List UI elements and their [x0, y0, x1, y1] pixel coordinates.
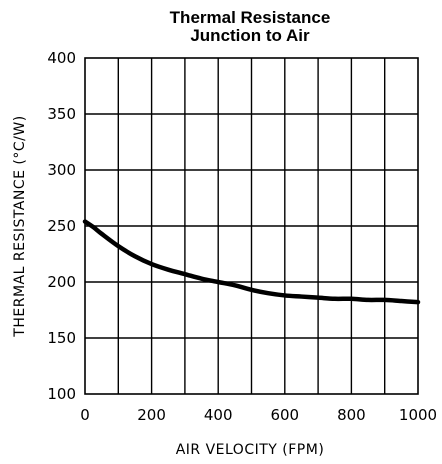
- x-tick-labels: 0 200 400 600 800 1000: [80, 406, 437, 424]
- x-tick-label: 600: [270, 406, 299, 424]
- y-tick-label: 150: [47, 329, 76, 347]
- y-tick-labels: 100 150 200 250 300 350 400: [47, 49, 76, 403]
- thermal-resistance-curve: [82, 219, 421, 305]
- y-axis-label: THERMAL RESISTANCE (°C/W): [12, 115, 28, 337]
- x-tick-label: 200: [137, 406, 166, 424]
- chart-title: Thermal Resistance: [170, 8, 331, 27]
- grid-lines: [85, 58, 418, 394]
- x-tick-label: 800: [337, 406, 366, 424]
- y-tick-label: 400: [47, 49, 76, 67]
- y-tick-label: 350: [47, 105, 76, 123]
- x-axis-label: AIR VELOCITY (FPM): [176, 442, 325, 458]
- x-tick-label: 1000: [399, 406, 437, 424]
- x-tick-label: 0: [80, 406, 90, 424]
- x-tick-label: 400: [204, 406, 233, 424]
- y-tick-label: 200: [47, 273, 76, 291]
- chart-subtitle: Junction to Air: [190, 26, 310, 45]
- y-tick-label: 250: [47, 217, 76, 235]
- plot-frame: [84, 57, 419, 395]
- y-tick-label: 100: [47, 385, 76, 403]
- y-tick-label: 300: [47, 161, 76, 179]
